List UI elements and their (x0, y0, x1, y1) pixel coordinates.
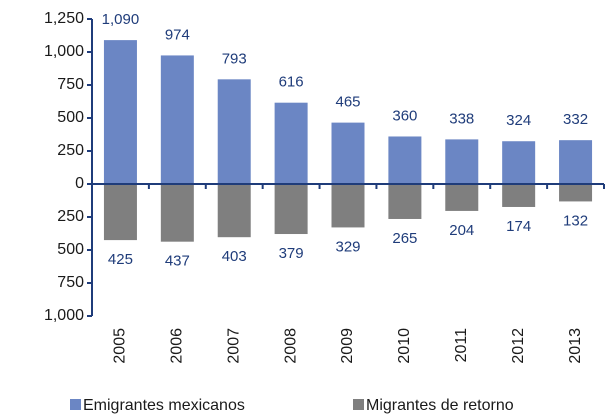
y-tick-label: 0 (75, 175, 84, 192)
legend-label: Migrantes de retorno (366, 397, 514, 414)
x-tick-label: 2010 (396, 328, 413, 364)
x-tick-label: 2006 (169, 328, 186, 364)
y-tick-label: 1,250 (44, 10, 84, 27)
x-tick-label: 2008 (282, 328, 299, 364)
data-label: 1,090 (102, 11, 140, 28)
data-label: 465 (335, 94, 360, 111)
legend-swatch (70, 399, 81, 410)
data-label: 265 (392, 230, 417, 247)
bar (502, 184, 536, 207)
y-tick-label: 750 (57, 274, 84, 291)
bar (217, 184, 251, 238)
bar (388, 136, 422, 184)
bar (445, 139, 479, 184)
bar (331, 122, 365, 184)
x-tick-label: 2012 (510, 328, 527, 364)
legend-swatch (353, 399, 364, 410)
data-label: 403 (222, 248, 247, 265)
data-label: 425 (108, 251, 133, 268)
x-tick-label: 2007 (225, 328, 242, 364)
data-label: 132 (563, 212, 588, 229)
y-tick-label: 250 (57, 142, 84, 159)
bar (160, 55, 194, 184)
bar (502, 141, 536, 184)
bar (559, 184, 593, 202)
data-label: 974 (165, 26, 190, 43)
legend-label: Emigrantes mexicanos (83, 397, 245, 414)
data-label: 360 (392, 107, 417, 124)
y-tick-label: 1,000 (44, 43, 84, 60)
bar (103, 184, 137, 241)
x-tick-label: 2013 (567, 328, 584, 364)
bar (274, 102, 308, 184)
data-label: 616 (279, 74, 304, 91)
data-label: 379 (279, 245, 304, 262)
bar (559, 140, 593, 184)
y-tick-label: 750 (57, 76, 84, 93)
y-tick-label: 1,000 (44, 307, 84, 324)
x-tick-label: 2011 (453, 328, 470, 363)
bar (445, 184, 479, 211)
bar (331, 184, 365, 228)
x-tick-label: 2009 (339, 328, 356, 364)
data-label: 437 (165, 253, 190, 270)
data-label: 174 (506, 218, 531, 235)
x-tick-label: 2005 (112, 328, 129, 364)
data-label: 324 (506, 112, 531, 129)
bar (103, 40, 137, 185)
data-label: 329 (335, 238, 360, 255)
y-tick-label: 250 (57, 208, 84, 225)
y-tick-label: 500 (57, 241, 84, 258)
bar (274, 184, 308, 235)
bar (217, 79, 251, 184)
data-label: 338 (449, 110, 474, 127)
y-tick-label: 500 (57, 109, 84, 126)
bar (388, 184, 422, 219)
data-label: 204 (449, 222, 474, 239)
data-label: 793 (222, 50, 247, 67)
data-label: 332 (563, 111, 588, 128)
bar (160, 184, 194, 242)
